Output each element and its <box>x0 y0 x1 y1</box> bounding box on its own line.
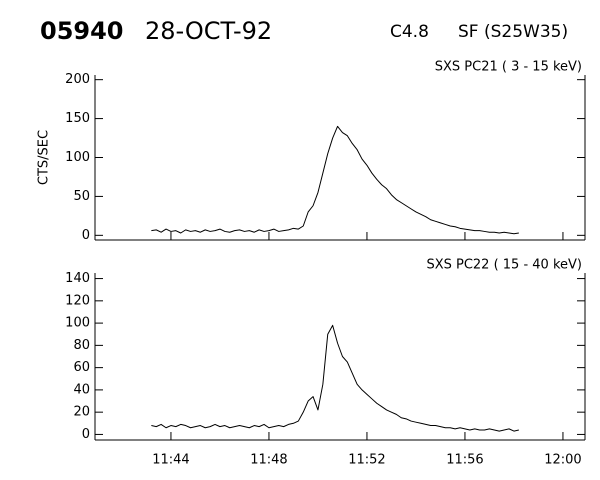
y-tick-label: 0 <box>82 427 90 442</box>
y-tick-label: 50 <box>73 189 90 204</box>
panel-title: SXS PC22 ( 15 - 40 keV) <box>426 258 582 273</box>
y-tick-label: 0 <box>82 228 90 243</box>
flare-class: C4.8 <box>390 22 429 42</box>
y-tick-label: 40 <box>73 382 90 397</box>
y-tick-label: 20 <box>73 405 90 420</box>
y-tick-label: 120 <box>65 293 90 308</box>
x-tick-label: 11:52 <box>348 453 385 468</box>
y-tick-label: 80 <box>73 338 90 353</box>
light-curve <box>151 324 519 432</box>
y-tick-label: 100 <box>65 316 90 331</box>
y-tick-label: 100 <box>65 150 90 165</box>
x-tick-label: 12:00 <box>544 453 581 468</box>
light-curve <box>151 125 519 235</box>
flare-location: SF (S25W35) <box>458 22 568 42</box>
x-tick-label: 11:56 <box>446 453 483 468</box>
x-tick-label: 11:44 <box>152 453 189 468</box>
y-tick-label: 150 <box>65 111 90 126</box>
y-axis-label: CTS/SEC <box>37 130 52 185</box>
event-date: 28-OCT-92 <box>145 17 272 45</box>
panel-title: SXS PC21 ( 3 - 15 keV) <box>435 60 582 75</box>
y-tick-label: 200 <box>65 72 90 87</box>
event-number: 05940 <box>40 17 124 45</box>
y-tick-label: 60 <box>73 360 90 375</box>
x-tick-label: 11:48 <box>250 453 287 468</box>
y-tick-label: 140 <box>65 271 90 286</box>
